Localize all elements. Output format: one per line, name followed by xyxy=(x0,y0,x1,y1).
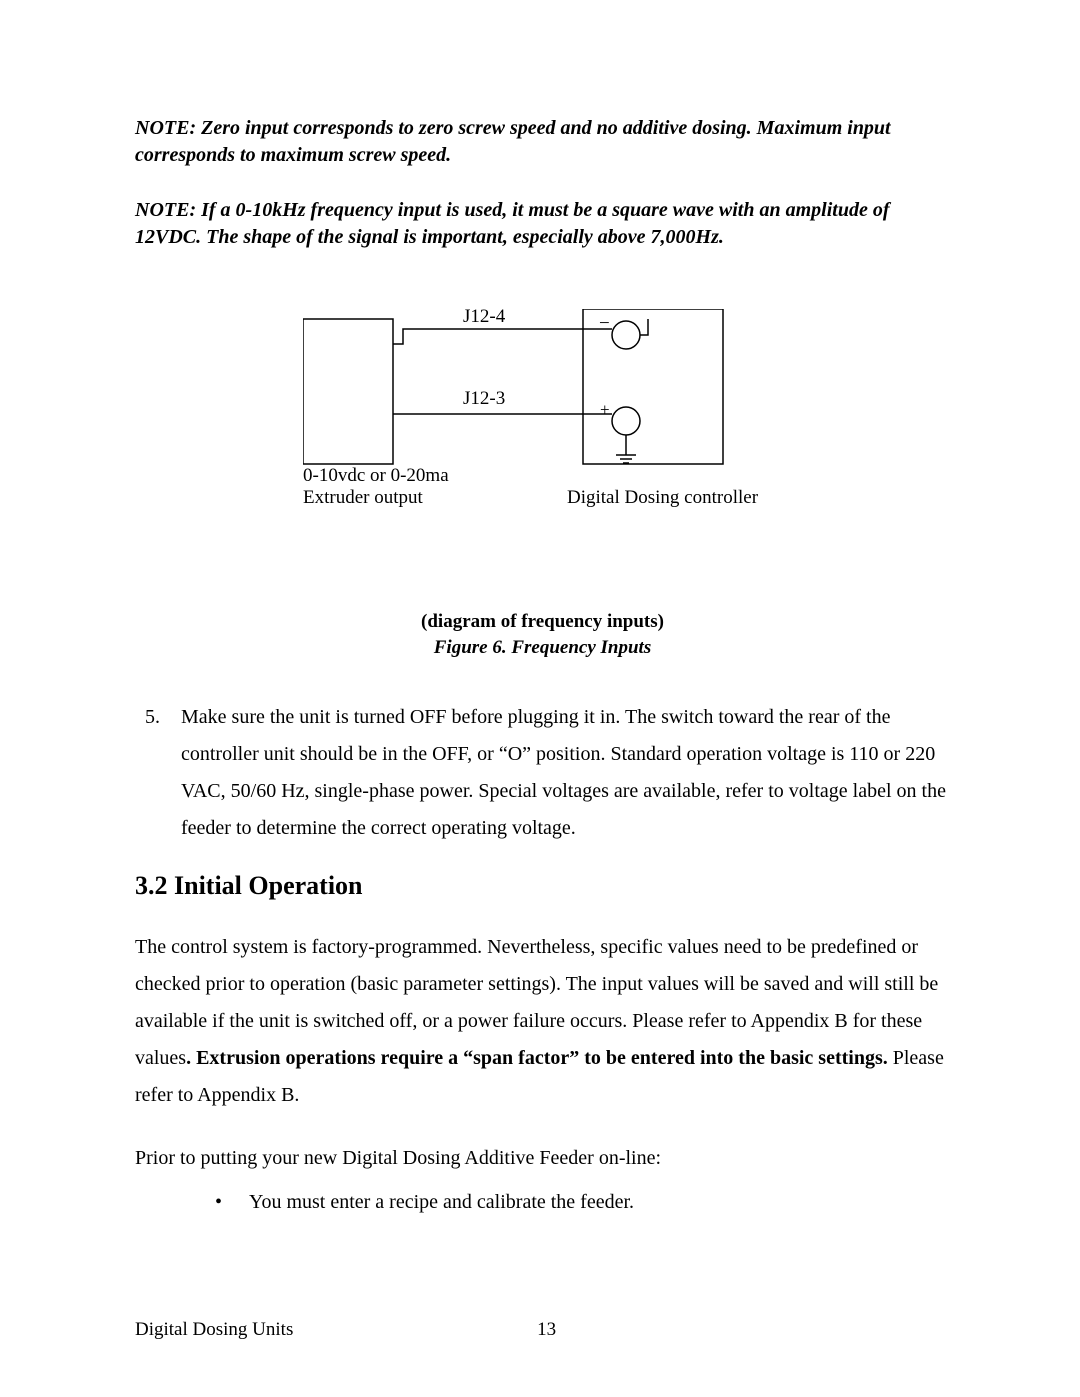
list-item-number: 5. xyxy=(135,699,181,847)
label-right-cap: Digital Dosing controller xyxy=(567,487,759,508)
list-item-text: Make sure the unit is turned OFF before … xyxy=(181,699,950,847)
section-para-2: Prior to putting your new Digital Dosing… xyxy=(135,1140,950,1177)
note-1: NOTE: Zero input corresponds to zero scr… xyxy=(135,115,950,169)
label-left-cap1: 0-10vdc or 0-20ma xyxy=(303,465,449,486)
label-minus: − xyxy=(599,313,610,334)
diagram-figure-label: Figure 6. Frequency Inputs xyxy=(135,637,950,659)
label-j12-4: J12-4 xyxy=(463,309,506,327)
footer-page: 13 xyxy=(293,1319,950,1341)
frequency-inputs-diagram: J12-4 J12-3 − + 0-10vdc or 0-20ma Extrud… xyxy=(135,309,950,569)
para1-part-b: . Extrusion operations require a “span f… xyxy=(186,1047,888,1069)
diagram-svg: J12-4 J12-3 − + 0-10vdc or 0-20ma Extrud… xyxy=(303,309,783,509)
page-footer: Digital Dosing Units 13 xyxy=(135,1319,950,1341)
label-plus: + xyxy=(600,400,610,419)
diagram-caption: (diagram of frequency inputs) xyxy=(135,611,950,633)
bullet-text: You must enter a recipe and calibrate th… xyxy=(249,1187,634,1217)
label-left-cap2: Extruder output xyxy=(303,487,424,508)
section-para-1: The control system is factory-programmed… xyxy=(135,929,950,1114)
section-heading: 3.2 Initial Operation xyxy=(135,871,950,901)
footer-title: Digital Dosing Units xyxy=(135,1319,293,1341)
bullet-icon: • xyxy=(215,1187,249,1217)
bullet-item-1: • You must enter a recipe and calibrate … xyxy=(215,1187,950,1217)
list-item-5: 5. Make sure the unit is turned OFF befo… xyxy=(135,699,950,847)
label-j12-3: J12-3 xyxy=(463,388,505,409)
page-content: NOTE: Zero input corresponds to zero scr… xyxy=(135,115,950,1217)
note-2: NOTE: If a 0-10kHz frequency input is us… xyxy=(135,197,950,251)
